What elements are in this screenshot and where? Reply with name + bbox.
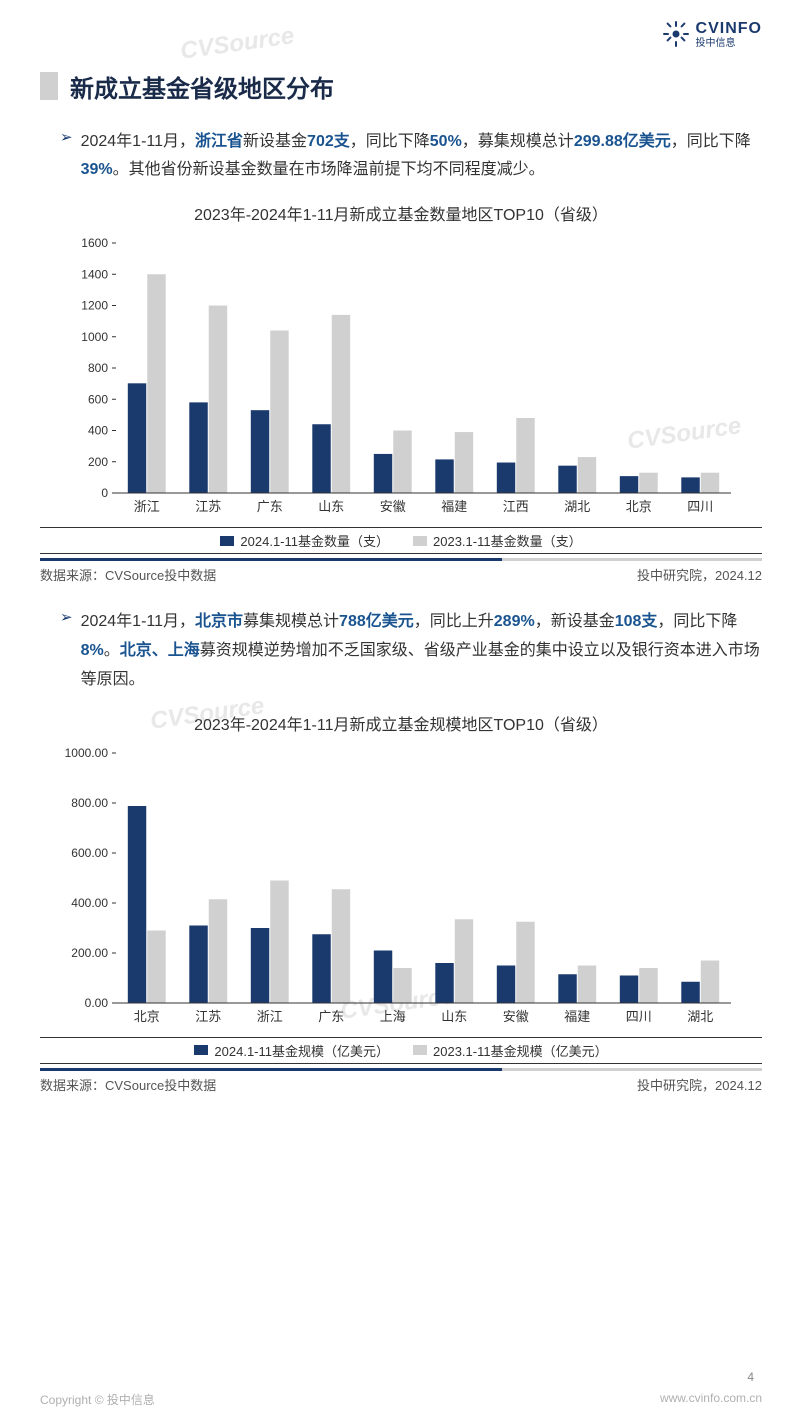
legend-item: 2023.1-11基金数量（支） [413, 531, 582, 550]
chart2-svg: 0.00 200.00 400.00 600.00 800.00 1000.00 北京 江苏 浙… [61, 743, 741, 1033]
legend-label: 2023.1-11基金数量（支） [433, 531, 582, 550]
svg-text:200: 200 [88, 455, 108, 469]
svg-text:0.00: 0.00 [85, 996, 109, 1010]
svg-text:浙江: 浙江 [134, 499, 160, 514]
paragraph-1: ➢ 2024年1-11月，浙江省新设基金702支，同比下降50%，募集规模总计2… [40, 128, 762, 186]
paragraph-2: ➢ 2024年1-11月，北京市募集规模总计788亿美元，同比上升289%，新设… [40, 608, 762, 694]
chart2-footer: 数据来源：CVSource投中数据 投中研究院，2024.12 [40, 1068, 762, 1094]
legend-label: 2024.1-11基金规模（亿美元） [214, 1041, 389, 1060]
svg-text:1000.00: 1000.00 [65, 746, 109, 760]
legend-label: 2023.1-11基金规模（亿美元） [433, 1041, 608, 1060]
svg-text:四川: 四川 [626, 1009, 652, 1024]
attrib-label: 投中研究院，2024.12 [637, 1075, 762, 1094]
svg-text:北京: 北京 [134, 1009, 160, 1024]
chart1: 0 200 400 600 800 1000 1200 1400 1600 浙江 江苏 广东 山东 安徽 福… [61, 233, 741, 523]
chart2-title: 2023年-2024年1-11月新成立基金规模地区TOP10（省级） [40, 711, 762, 735]
footer-url: www.cvinfo.com.cn [660, 1391, 762, 1408]
svg-text:1000: 1000 [81, 330, 108, 344]
chart1-svg: 0 200 400 600 800 1000 1200 1400 1600 浙江 江苏 广东 山东 安徽 福… [61, 233, 741, 523]
svg-text:400: 400 [88, 424, 108, 438]
chart1-footer: 数据来源：CVSource投中数据 投中研究院，2024.12 [40, 558, 762, 584]
svg-text:山东: 山东 [318, 499, 344, 514]
legend-item: 2023.1-11基金规模（亿美元） [413, 1041, 608, 1060]
source-label: 数据来源：CVSource投中数据 [40, 1075, 216, 1094]
header: CVINFO 投中信息 [40, 20, 762, 49]
svg-text:江苏: 江苏 [195, 1009, 221, 1024]
svg-text:广东: 广东 [318, 1009, 344, 1024]
legend-item: 2024.1-11基金规模（亿美元） [194, 1041, 389, 1060]
svg-text:1400: 1400 [81, 267, 108, 281]
svg-text:600.00: 600.00 [71, 846, 108, 860]
chart2-legend: 2024.1-11基金规模（亿美元） 2023.1-11基金规模（亿美元） [40, 1037, 762, 1064]
chart1-title: 2023年-2024年1-11月新成立基金数量地区TOP10（省级） [40, 201, 762, 225]
svg-text:江苏: 江苏 [195, 499, 221, 514]
legend-item: 2024.1-11基金数量（支） [220, 531, 389, 550]
source-label: 数据来源：CVSource投中数据 [40, 565, 216, 584]
svg-text:山东: 山东 [441, 1009, 467, 1024]
page-number: 4 [747, 1370, 754, 1384]
copyright-text: Copyright © 投中信息 [40, 1391, 155, 1408]
attrib-label: 投中研究院，2024.12 [637, 565, 762, 584]
svg-text:1200: 1200 [81, 299, 108, 313]
svg-text:400.00: 400.00 [71, 896, 108, 910]
svg-text:安徽: 安徽 [380, 499, 406, 514]
page-footer: Copyright © 投中信息 www.cvinfo.com.cn [40, 1391, 762, 1408]
logo: CVINFO 投中信息 [662, 20, 762, 49]
svg-text:浙江: 浙江 [257, 1009, 283, 1024]
svg-text:上海: 上海 [380, 1009, 406, 1024]
legend-swatch [194, 1045, 208, 1055]
svg-text:北京: 北京 [626, 499, 652, 514]
svg-text:福建: 福建 [441, 499, 467, 514]
legend-swatch [413, 1045, 427, 1055]
svg-text:600: 600 [88, 392, 108, 406]
svg-text:1600: 1600 [81, 236, 108, 250]
svg-text:福建: 福建 [564, 1009, 590, 1024]
logo-sub-text: 投中信息 [696, 38, 762, 49]
svg-text:200.00: 200.00 [71, 946, 108, 960]
svg-text:广东: 广东 [257, 499, 283, 514]
svg-text:湖北: 湖北 [687, 1009, 713, 1024]
svg-text:800: 800 [88, 361, 108, 375]
title-row: 新成立基金省级地区分布 [40, 69, 762, 104]
logo-icon [662, 20, 690, 48]
legend-swatch [220, 536, 234, 546]
logo-main-text: CVINFO [696, 20, 762, 38]
bullet-icon: ➢ [60, 128, 73, 186]
chart2: 0.00 200.00 400.00 600.00 800.00 1000.00 北京 江苏 浙… [61, 743, 741, 1033]
paragraph-2-text: 2024年1-11月，北京市募集规模总计788亿美元，同比上升289%，新设基金… [81, 608, 762, 694]
svg-text:湖北: 湖北 [564, 499, 590, 514]
bullet-icon: ➢ [60, 608, 73, 694]
svg-text:0: 0 [101, 486, 108, 500]
svg-text:安徽: 安徽 [503, 1009, 529, 1024]
chart1-legend: 2024.1-11基金数量（支） 2023.1-11基金数量（支） [40, 527, 762, 554]
title-block-decoration [40, 72, 58, 100]
svg-text:江西: 江西 [503, 499, 529, 514]
svg-text:四川: 四川 [687, 499, 713, 514]
paragraph-1-text: 2024年1-11月，浙江省新设基金702支，同比下降50%，募集规模总计299… [81, 128, 762, 186]
page-title: 新成立基金省级地区分布 [70, 69, 334, 104]
svg-text:800.00: 800.00 [71, 796, 108, 810]
legend-swatch [413, 536, 427, 546]
legend-label: 2024.1-11基金数量（支） [240, 531, 389, 550]
